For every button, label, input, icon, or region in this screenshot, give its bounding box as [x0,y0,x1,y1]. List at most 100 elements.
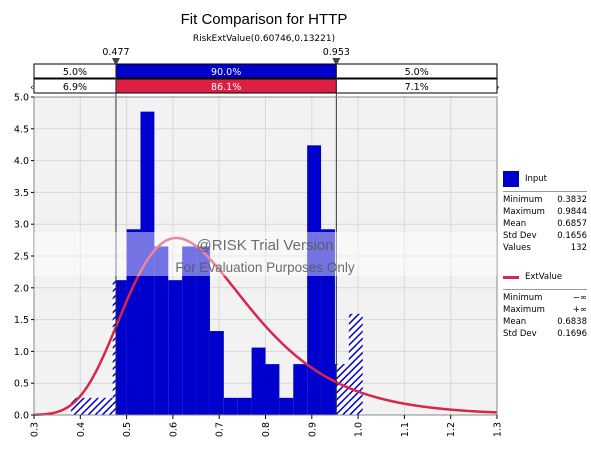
histogram-bar [237,397,252,415]
legend-input-header: Input [503,170,587,188]
histogram-bar [336,364,349,415]
y-axis: 0.0 0.5 1.0 1.5 2.0 2.5 3.0 3.5 4.0 4.5 5.0 [14,93,34,422]
histogram-bar [265,364,280,415]
stat-row: Minimum 0.3832 [503,194,587,206]
histogram-bars [71,111,363,416]
stat-row: Minimum −∞ [503,292,587,304]
fit-swatch [503,275,519,279]
stat-name: Mean [503,317,527,327]
y-tick-label: 0.5 [14,379,29,390]
stat-value: −∞ [572,293,587,303]
histogram-bar [196,246,210,415]
x-tick-label: 0.7 [215,422,226,437]
stat-value: +∞ [572,305,587,315]
band-text-group: 5.0% 90.0% 5.0% 6.9% 86.1% 7.1% [63,67,429,93]
stat-row: Mean 0.6857 [503,218,587,230]
band-fit-center: 86.1% [211,82,241,93]
x-tick-label: 0.8 [261,422,272,437]
legend-divider [503,191,587,192]
y-tick-label: 4.5 [14,124,29,135]
stat-name: Minimum [503,195,543,205]
input-swatch [503,171,519,187]
stat-value: 0.6857 [557,219,587,229]
stat-value: 0.1656 [557,231,587,241]
legend-fit-header: ExtValue [503,268,587,286]
histogram-bar [112,280,116,415]
marker-lines [111,58,341,415]
x-tick-label: 0.3 [30,422,41,437]
chart-title: Fit Comparison for HTTP [181,11,348,28]
x-tick-label: 0.6 [168,422,179,437]
band-input-center: 90.0% [211,67,241,78]
watermark-line1: @RISK Trial Version [197,237,334,254]
stat-value: 132 [570,243,587,253]
stat-row: Std Dev 0.1656 [503,230,587,242]
histogram-bar [279,397,294,415]
watermark-band [34,232,497,276]
x-tick-label: 1.1 [400,422,411,437]
y-tick-label: 3.0 [14,220,29,231]
y-tick-label: 1.5 [14,315,29,326]
stat-name: Values [503,243,531,253]
stat-name: Minimum [503,293,543,303]
watermark-line2: For Evaluation Purposes Only [175,260,355,275]
histogram-bar [84,397,99,415]
y-tick-label: 5.0 [14,93,29,104]
histogram-bar [115,280,127,415]
stat-value: 0.1696 [557,329,587,339]
histogram-bar [334,364,337,415]
y-tick-label: 2.0 [14,283,29,294]
marker-left-triangle[interactable] [111,58,120,66]
marker-right-label: 0.953 [323,47,350,58]
x-tick-label: 1.3 [493,422,504,437]
x-tick-label: 0.5 [122,422,133,437]
stat-name: Maximum [503,305,545,315]
histogram-bar [98,397,113,415]
stat-name: Std Dev [503,329,537,339]
x-tick-label: 0.9 [307,422,318,437]
stat-row: Std Dev 0.1696 [503,328,587,340]
x-axis: 0.3 0.4 0.5 0.6 0.7 0.8 0.9 1.0 1.1 1.2 1.3 [30,415,504,437]
input-stats: Minimum 0.3832 Maximum 0.9844 Mean 0.6857 Std … [503,194,587,254]
stat-row: Mean 0.6838 [503,316,587,328]
fit-stats: Minimum −∞ Maximum +∞ Mean 0.6838 Std Dev 0.169… [503,292,587,340]
stat-row: Values 132 [503,242,587,254]
histogram-bar [168,280,183,415]
band-input-right: 5.0% [405,67,429,78]
y-tick-label: 1.0 [14,347,29,358]
legend-fit-label: ExtValue [525,272,563,282]
probability-bands: ‹ › [30,63,500,94]
y-tick-label: 4.0 [14,156,29,167]
y-tick-label: 0.0 [14,411,29,422]
stat-name: Maximum [503,207,545,217]
histogram-bar [223,397,238,415]
stat-row: Maximum 0.9844 [503,206,587,218]
histogram-bar [140,111,155,416]
histogram-bar [348,313,363,415]
extvalue-fit-curve [33,236,498,417]
histogram-bar [182,246,197,415]
legend: Input Minimum 0.3832 Maximum 0.9844 Mean 0.68… [503,170,587,340]
histogram-bar [321,229,335,415]
histogram-bar [293,364,308,415]
stat-value: 0.3832 [557,195,587,205]
band-fit-left: 6.9% [63,82,87,93]
histogram-bar [154,246,169,415]
histogram-bar [251,347,266,415]
stat-row: Maximum +∞ [503,304,587,316]
marker-right-triangle[interactable] [332,58,341,66]
band-input-left: 5.0% [63,67,87,78]
y-tick-label: 3.5 [14,188,29,199]
y-tick-label: 2.5 [14,252,29,263]
x-tick-label: 0.4 [76,422,87,437]
band-fit-right: 7.1% [405,82,429,93]
x-tick-label: 1.0 [354,422,365,437]
stat-value: 0.6838 [557,317,587,327]
marker-left-label: 0.477 [102,47,129,58]
stat-name: Mean [503,219,527,229]
legend-input-label: Input [525,174,548,184]
x-tick-label: 1.2 [446,422,457,437]
band-right-arrow: › [496,83,500,93]
band-left-arrow: ‹ [30,83,34,93]
